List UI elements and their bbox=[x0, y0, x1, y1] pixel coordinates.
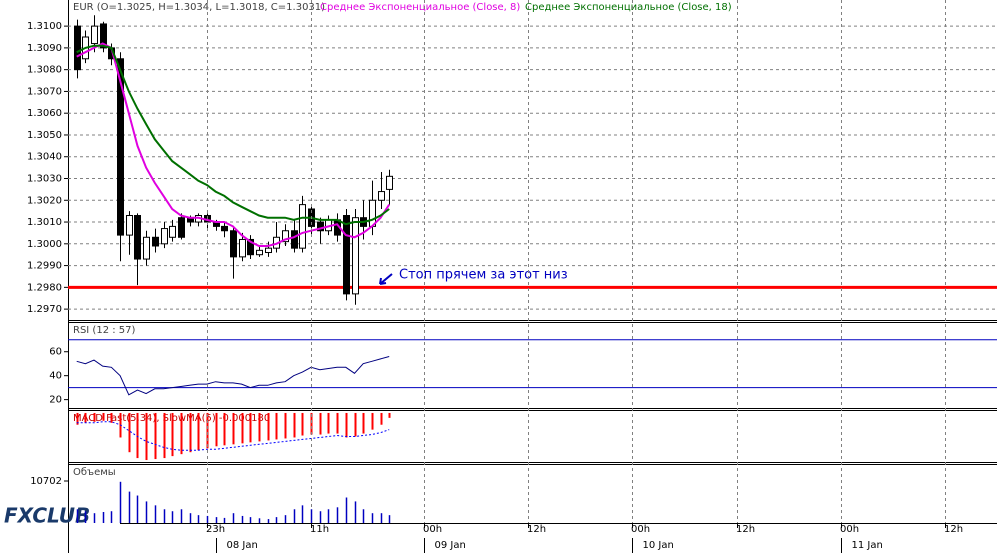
y-tick-label: 40 bbox=[49, 371, 62, 382]
y-tick-label: 1.3060 bbox=[27, 108, 62, 119]
candle-body bbox=[169, 225, 176, 238]
candle-body bbox=[117, 58, 124, 236]
candle-body bbox=[282, 230, 289, 243]
x-tick-label: 23h bbox=[206, 524, 225, 535]
x-tick-label: 00h bbox=[423, 524, 442, 535]
candle-body bbox=[299, 204, 306, 249]
panel-title: Объемы bbox=[73, 467, 116, 478]
y-tick-label: 1.3040 bbox=[27, 152, 62, 163]
x-tick-label: 12h bbox=[944, 524, 963, 535]
candle-body bbox=[134, 215, 141, 260]
candle-body bbox=[221, 225, 228, 232]
legend-entry: Среднее Экспоненциальное (Close, 8) bbox=[320, 2, 520, 13]
candle-body bbox=[239, 238, 246, 258]
x-tick-label: 00h bbox=[840, 524, 859, 535]
y-tick-label: 10702 bbox=[30, 476, 62, 487]
x-tick-label: 12h bbox=[736, 524, 755, 535]
y-tick-label: 1.3100 bbox=[27, 21, 62, 32]
y-tick-label: 1.3070 bbox=[27, 86, 62, 97]
date-label: 09 Jan bbox=[435, 540, 466, 551]
date-label: 08 Jan bbox=[227, 540, 258, 551]
x-tick-label: 11h bbox=[310, 524, 329, 535]
y-tick-label: 1.3050 bbox=[27, 130, 62, 141]
y-tick-label: 1.2970 bbox=[27, 304, 62, 315]
y-tick-label: 1.3030 bbox=[27, 174, 62, 185]
candle-body bbox=[247, 238, 254, 256]
rsi-line bbox=[76, 356, 390, 396]
y-tick-label: 1.3090 bbox=[27, 43, 62, 54]
ma-line bbox=[76, 42, 391, 247]
y-tick-label: 1.3000 bbox=[27, 239, 62, 250]
candle-body bbox=[230, 230, 237, 258]
candle-body bbox=[378, 191, 385, 201]
y-tick-label: 1.2980 bbox=[27, 282, 62, 293]
logo: FXCLUB bbox=[4, 504, 90, 528]
date-label: 11 Jan bbox=[852, 540, 883, 551]
candle-body bbox=[256, 249, 263, 256]
candle-body bbox=[152, 236, 159, 247]
x-tick-label: 00h bbox=[631, 524, 650, 535]
candle-body bbox=[91, 25, 98, 45]
annotation: Стоп прячем за этот низ bbox=[399, 268, 568, 283]
panel-title: RSI (12 : 57) bbox=[73, 325, 136, 336]
y-tick-label: 60 bbox=[49, 347, 62, 358]
y-tick-label: 1.3080 bbox=[27, 65, 62, 76]
candle-body bbox=[352, 217, 359, 295]
candle-body bbox=[343, 215, 350, 295]
ma-line bbox=[76, 44, 390, 226]
candle-body bbox=[74, 25, 81, 71]
y-tick-label: 20 bbox=[49, 395, 62, 406]
candle-body bbox=[317, 221, 324, 232]
candle-body bbox=[178, 217, 185, 238]
y-tick-label: 1.3010 bbox=[27, 217, 62, 228]
annotation-arrow bbox=[379, 273, 393, 285]
candle-body bbox=[161, 228, 168, 245]
x-tick-label: 12h bbox=[527, 524, 546, 535]
candle-body bbox=[126, 215, 133, 236]
candle-body bbox=[291, 230, 298, 249]
date-label: 10 Jan bbox=[643, 540, 674, 551]
candle-body bbox=[100, 23, 107, 49]
legend-entry: Среднее Экспоненциальное (Close, 18) bbox=[525, 2, 732, 13]
y-tick-label: 1.3020 bbox=[27, 195, 62, 206]
candle-body bbox=[143, 236, 150, 260]
candle-body bbox=[265, 247, 272, 254]
y-tick-label: 1.2990 bbox=[27, 261, 62, 272]
panel-title: EUR (O=1.3025, H=1.3034, L=1.3018, C=1.3… bbox=[73, 2, 325, 13]
candle-body bbox=[386, 175, 393, 190]
